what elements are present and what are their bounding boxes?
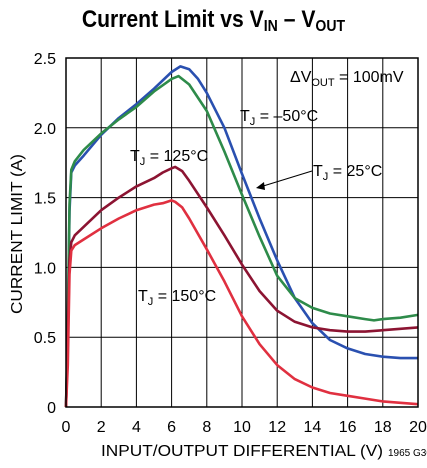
series-line-2 [64,165,419,408]
x-tick-labels: 0 2 4 6 8 10 12 14 16 18 20 [62,419,427,436]
grid [66,58,418,407]
y-tick-label: 2.5 [34,51,56,68]
x-tick-label: 2 [97,419,106,436]
x-tick-label: 0 [62,419,71,436]
x-tick-label: 10 [233,419,251,436]
figure-code: 1965 G30 [388,448,427,459]
x-axis-label: INPUT/OUTPUT DIFFERENTIAL (V) [101,443,383,460]
condition-label: ΔVOUT = 100mV [290,69,404,89]
series-label-125: TJ = 125°C [130,148,208,168]
x-tick-label: 20 [409,419,427,436]
y-tick-labels: 0 0.5 1.0 1.5 2.0 2.5 [34,51,56,417]
x-tick-label: 16 [339,419,357,436]
y-axis-label: CURRENT LIMIT (A) [9,154,26,314]
x-tick-label: 6 [167,419,176,436]
y-tick-label: 0.5 [34,330,56,347]
plot-frame [65,57,419,408]
series-lines [64,65,419,408]
series-line-1 [64,74,419,408]
y-tick-label: 1.5 [34,191,56,208]
series-label-25-arrowhead [256,182,265,190]
series-line-3 [64,199,419,408]
chart-title: Current Limit vs VIN – VOUT [81,6,346,35]
y-tick-label: 1.0 [34,260,56,277]
series-label-minus50: TJ = –50°C [240,108,318,128]
series-line-0 [64,65,418,408]
series-label-25-pointer [259,170,313,188]
series-label-25: TJ = 25°C [313,163,382,183]
x-tick-label: 18 [374,419,392,436]
x-tick-label: 8 [202,419,211,436]
y-tick-label: 2.0 [34,121,56,138]
series-label-150: TJ = 150°C [138,288,216,308]
y-tick-label: 0 [47,400,56,417]
x-tick-label: 4 [132,419,141,436]
x-tick-label: 14 [304,419,322,436]
x-tick-label: 12 [268,419,286,436]
